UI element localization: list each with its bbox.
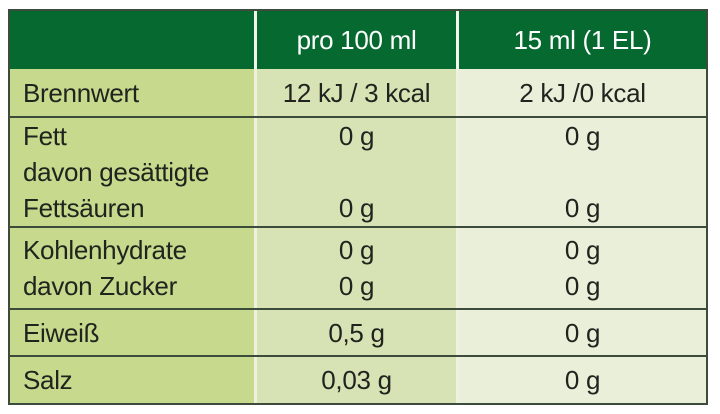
- table-header-row: pro 100 ml 15 ml (1 EL): [10, 11, 706, 69]
- nutrient-value: 0 g: [564, 317, 601, 348]
- row-fett: Fett davon gesättigte Fettsäuren 0 g 0 g…: [10, 116, 706, 226]
- nutrient-value: 2 kJ /0 kcal: [519, 77, 646, 108]
- nutrient-value: 12 kJ / 3 kcal: [282, 77, 431, 108]
- value-cell-per-100ml: 0,5 g: [254, 310, 456, 355]
- value-cell-serving: 0 g: [456, 310, 706, 355]
- nutrition-table: pro 100 ml 15 ml (1 EL) Brennwert 12 kJ …: [8, 9, 708, 405]
- value-cell-serving: 0 g 0 g: [456, 118, 706, 226]
- row-eiweiss: Eiweiß 0,5 g 0 g: [10, 308, 706, 355]
- nutrient-label: Salz: [23, 365, 73, 395]
- nutrient-sublabel: davon gesättigte: [23, 157, 210, 187]
- row-brennwert: Brennwert 12 kJ / 3 kcal 2 kJ /0 kcal: [10, 69, 706, 116]
- header-label-serving: 15 ml (1 EL): [513, 25, 652, 55]
- value-cell-serving: 2 kJ /0 kcal: [456, 69, 706, 116]
- value-cell-per-100ml: 0,03 g: [254, 357, 456, 403]
- nutrient-value: 0 g: [338, 193, 375, 223]
- value-cell-per-100ml: 0 g 0 g: [254, 228, 456, 308]
- label-cell: Eiweiß: [10, 310, 254, 355]
- value-cell-serving: 0 g: [456, 357, 706, 403]
- value-cell-per-100ml: 12 kJ / 3 kcal: [254, 69, 456, 116]
- nutrient-value: 0 g: [338, 121, 375, 151]
- nutrient-label: Fett: [23, 121, 67, 151]
- label-cell: Salz: [10, 357, 254, 403]
- nutrient-label: Kohlenhydrate: [23, 235, 187, 265]
- nutrient-value: 0,03 g: [321, 365, 392, 395]
- nutrient-value: 0 g: [564, 271, 601, 301]
- label-cell: Kohlenhydrate davon Zucker: [10, 228, 254, 308]
- label-cell: Fett davon gesättigte Fettsäuren: [10, 118, 254, 226]
- nutrient-value: 0,5 g: [328, 317, 385, 348]
- row-salz: Salz 0,03 g 0 g: [10, 355, 706, 403]
- header-cell-per-100ml: pro 100 ml: [254, 11, 456, 69]
- header-cell-empty: [10, 11, 254, 69]
- spacer-line: [257, 154, 456, 190]
- nutrient-sublabel: davon Zucker: [23, 271, 177, 301]
- nutrient-value: 0 g: [338, 235, 375, 265]
- nutrient-value: 0 g: [564, 193, 601, 223]
- nutrient-label: Eiweiß: [23, 317, 100, 348]
- nutrient-sublabel: Fettsäuren: [23, 193, 145, 223]
- spacer-line: [459, 154, 706, 190]
- header-label-per-100ml: pro 100 ml: [296, 25, 417, 55]
- label-cell: Brennwert: [10, 69, 254, 116]
- row-kohlenhydrate: Kohlenhydrate davon Zucker 0 g 0 g 0 g 0…: [10, 226, 706, 308]
- nutrient-value: 0 g: [564, 235, 601, 265]
- nutrient-label: Brennwert: [23, 77, 139, 108]
- nutrient-value: 0 g: [338, 271, 375, 301]
- value-cell-serving: 0 g 0 g: [456, 228, 706, 308]
- value-cell-per-100ml: 0 g 0 g: [254, 118, 456, 226]
- nutrient-value: 0 g: [564, 365, 601, 395]
- nutrient-value: 0 g: [564, 121, 601, 151]
- header-cell-serving: 15 ml (1 EL): [456, 11, 706, 69]
